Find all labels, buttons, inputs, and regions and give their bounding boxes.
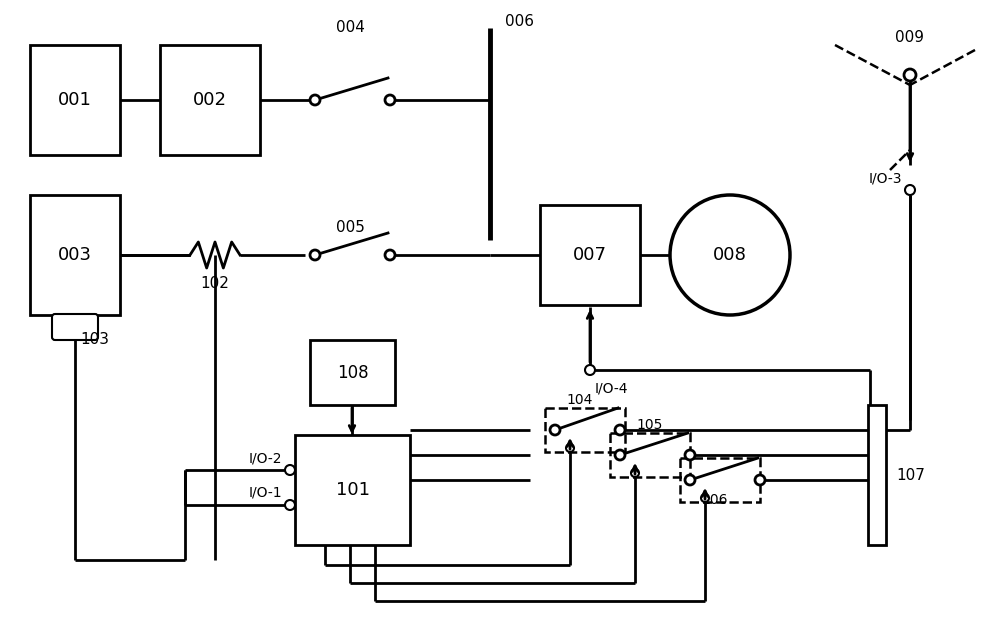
Text: 005: 005 bbox=[336, 219, 364, 234]
Text: I/O-4: I/O-4 bbox=[595, 381, 629, 395]
FancyBboxPatch shape bbox=[52, 314, 98, 340]
Text: 104: 104 bbox=[567, 393, 593, 407]
Bar bbox=[868, 405, 886, 545]
Circle shape bbox=[385, 250, 395, 260]
Text: 106: 106 bbox=[702, 493, 728, 507]
Text: 102: 102 bbox=[201, 275, 229, 290]
Circle shape bbox=[615, 425, 625, 435]
Bar bbox=[310, 340, 395, 405]
Bar bbox=[545, 408, 625, 452]
Text: I/O-3: I/O-3 bbox=[868, 171, 902, 185]
Text: 007: 007 bbox=[573, 246, 607, 264]
Text: 105: 105 bbox=[637, 418, 663, 432]
Bar bbox=[540, 205, 640, 305]
Bar bbox=[295, 435, 410, 545]
Circle shape bbox=[285, 465, 295, 475]
Circle shape bbox=[685, 475, 695, 485]
Circle shape bbox=[631, 469, 639, 477]
Text: 002: 002 bbox=[193, 91, 227, 109]
Circle shape bbox=[755, 475, 765, 485]
Text: 006: 006 bbox=[505, 14, 534, 29]
Text: 004: 004 bbox=[336, 21, 364, 36]
Text: 107: 107 bbox=[896, 467, 925, 482]
Text: 103: 103 bbox=[80, 333, 109, 348]
Circle shape bbox=[566, 444, 574, 452]
Bar bbox=[680, 458, 760, 502]
Circle shape bbox=[615, 450, 625, 460]
Text: 009: 009 bbox=[896, 31, 924, 45]
Circle shape bbox=[285, 500, 295, 510]
Text: I/O-1: I/O-1 bbox=[248, 486, 282, 500]
Circle shape bbox=[550, 425, 560, 435]
Text: 001: 001 bbox=[58, 91, 92, 109]
Text: 008: 008 bbox=[713, 246, 747, 264]
Circle shape bbox=[385, 95, 395, 105]
Circle shape bbox=[905, 185, 915, 195]
Bar bbox=[610, 433, 690, 477]
Text: 101: 101 bbox=[336, 481, 370, 499]
Circle shape bbox=[670, 195, 790, 315]
Circle shape bbox=[904, 69, 916, 81]
Circle shape bbox=[685, 450, 695, 460]
Bar bbox=[30, 195, 120, 315]
Circle shape bbox=[701, 494, 709, 502]
Bar bbox=[160, 45, 260, 155]
Text: 108: 108 bbox=[337, 363, 368, 381]
Circle shape bbox=[310, 250, 320, 260]
Circle shape bbox=[310, 95, 320, 105]
Text: 003: 003 bbox=[58, 246, 92, 264]
Bar bbox=[30, 45, 120, 155]
Circle shape bbox=[585, 365, 595, 375]
Text: I/O-2: I/O-2 bbox=[248, 451, 282, 465]
